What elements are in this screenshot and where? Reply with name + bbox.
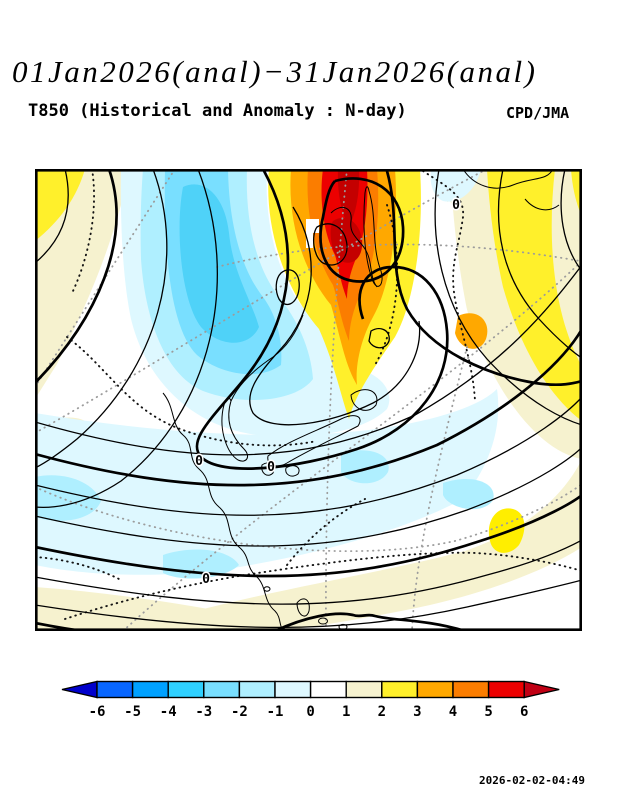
colorbar-segment: [345, 680, 383, 699]
contour-layer: [34, 168, 584, 640]
colorbar-segment: [309, 680, 347, 699]
page-subtitle: T850 (Historical and Anomaly : N-day): [28, 101, 407, 121]
colorbar-segment: [131, 680, 169, 699]
colorbar-arrow-high: [523, 680, 560, 699]
colorbar-segment: [487, 680, 525, 699]
colorbar-tick-label: -1: [267, 704, 284, 720]
generation-timestamp: 2026-02-02-04:49: [479, 774, 585, 787]
colorbar-tick-label: 4: [449, 704, 457, 720]
colorbar-segment: [96, 680, 134, 699]
colorbar-segment: [416, 680, 454, 699]
contour-zero-label: 0: [202, 572, 210, 587]
agency-label: CPD/JMA: [506, 104, 570, 122]
colorbar-tick-label: 6: [520, 704, 528, 720]
colorbar-segment: [203, 680, 241, 699]
colorbar-tick-label: 0: [306, 704, 314, 720]
colorbar-tick-label: -6: [89, 704, 106, 720]
colorbar-segment: [238, 680, 276, 699]
page-title: 01Jan2026(anal)−31Jan2026(anal): [12, 54, 538, 89]
colorbar-tick-label: -5: [124, 704, 141, 720]
colorbar-segment: [452, 680, 490, 699]
contour-labels: 0 0 0 0: [194, 197, 462, 589]
contour-zero-label: 0: [267, 460, 275, 475]
colorbar-tick-label: 5: [484, 704, 492, 720]
anomaly-map: 0 0 0 0: [34, 168, 584, 640]
colorbar-tick-label: -4: [160, 704, 177, 720]
colorbar-arrow-low: [61, 680, 98, 699]
coastline-layer: [162, 168, 560, 632]
colorbar-segment: [381, 680, 419, 699]
colorbar-tick-label: 1: [342, 704, 350, 720]
map-border: [34, 168, 583, 631]
colorbar-segment: [274, 680, 312, 699]
colorbar-tick-label: -3: [195, 704, 212, 720]
colorbar-tick-label: -2: [231, 704, 248, 720]
colorbar: -6 -5 -4 -3 -2 -1 0 1 2 3 4 5 6: [60, 679, 562, 723]
colorbar-segment: [167, 680, 205, 699]
contour-zero-label: 0: [452, 198, 460, 213]
anomaly-map-canvas: 0 0 0 0: [34, 168, 584, 640]
colorbar-tick-label: 2: [378, 704, 386, 720]
contour-zero-label: 0: [195, 454, 203, 469]
colorbar-tick-label: 3: [413, 704, 421, 720]
colorbar-canvas: -6 -5 -4 -3 -2 -1 0 1 2 3 4 5 6: [61, 680, 560, 720]
